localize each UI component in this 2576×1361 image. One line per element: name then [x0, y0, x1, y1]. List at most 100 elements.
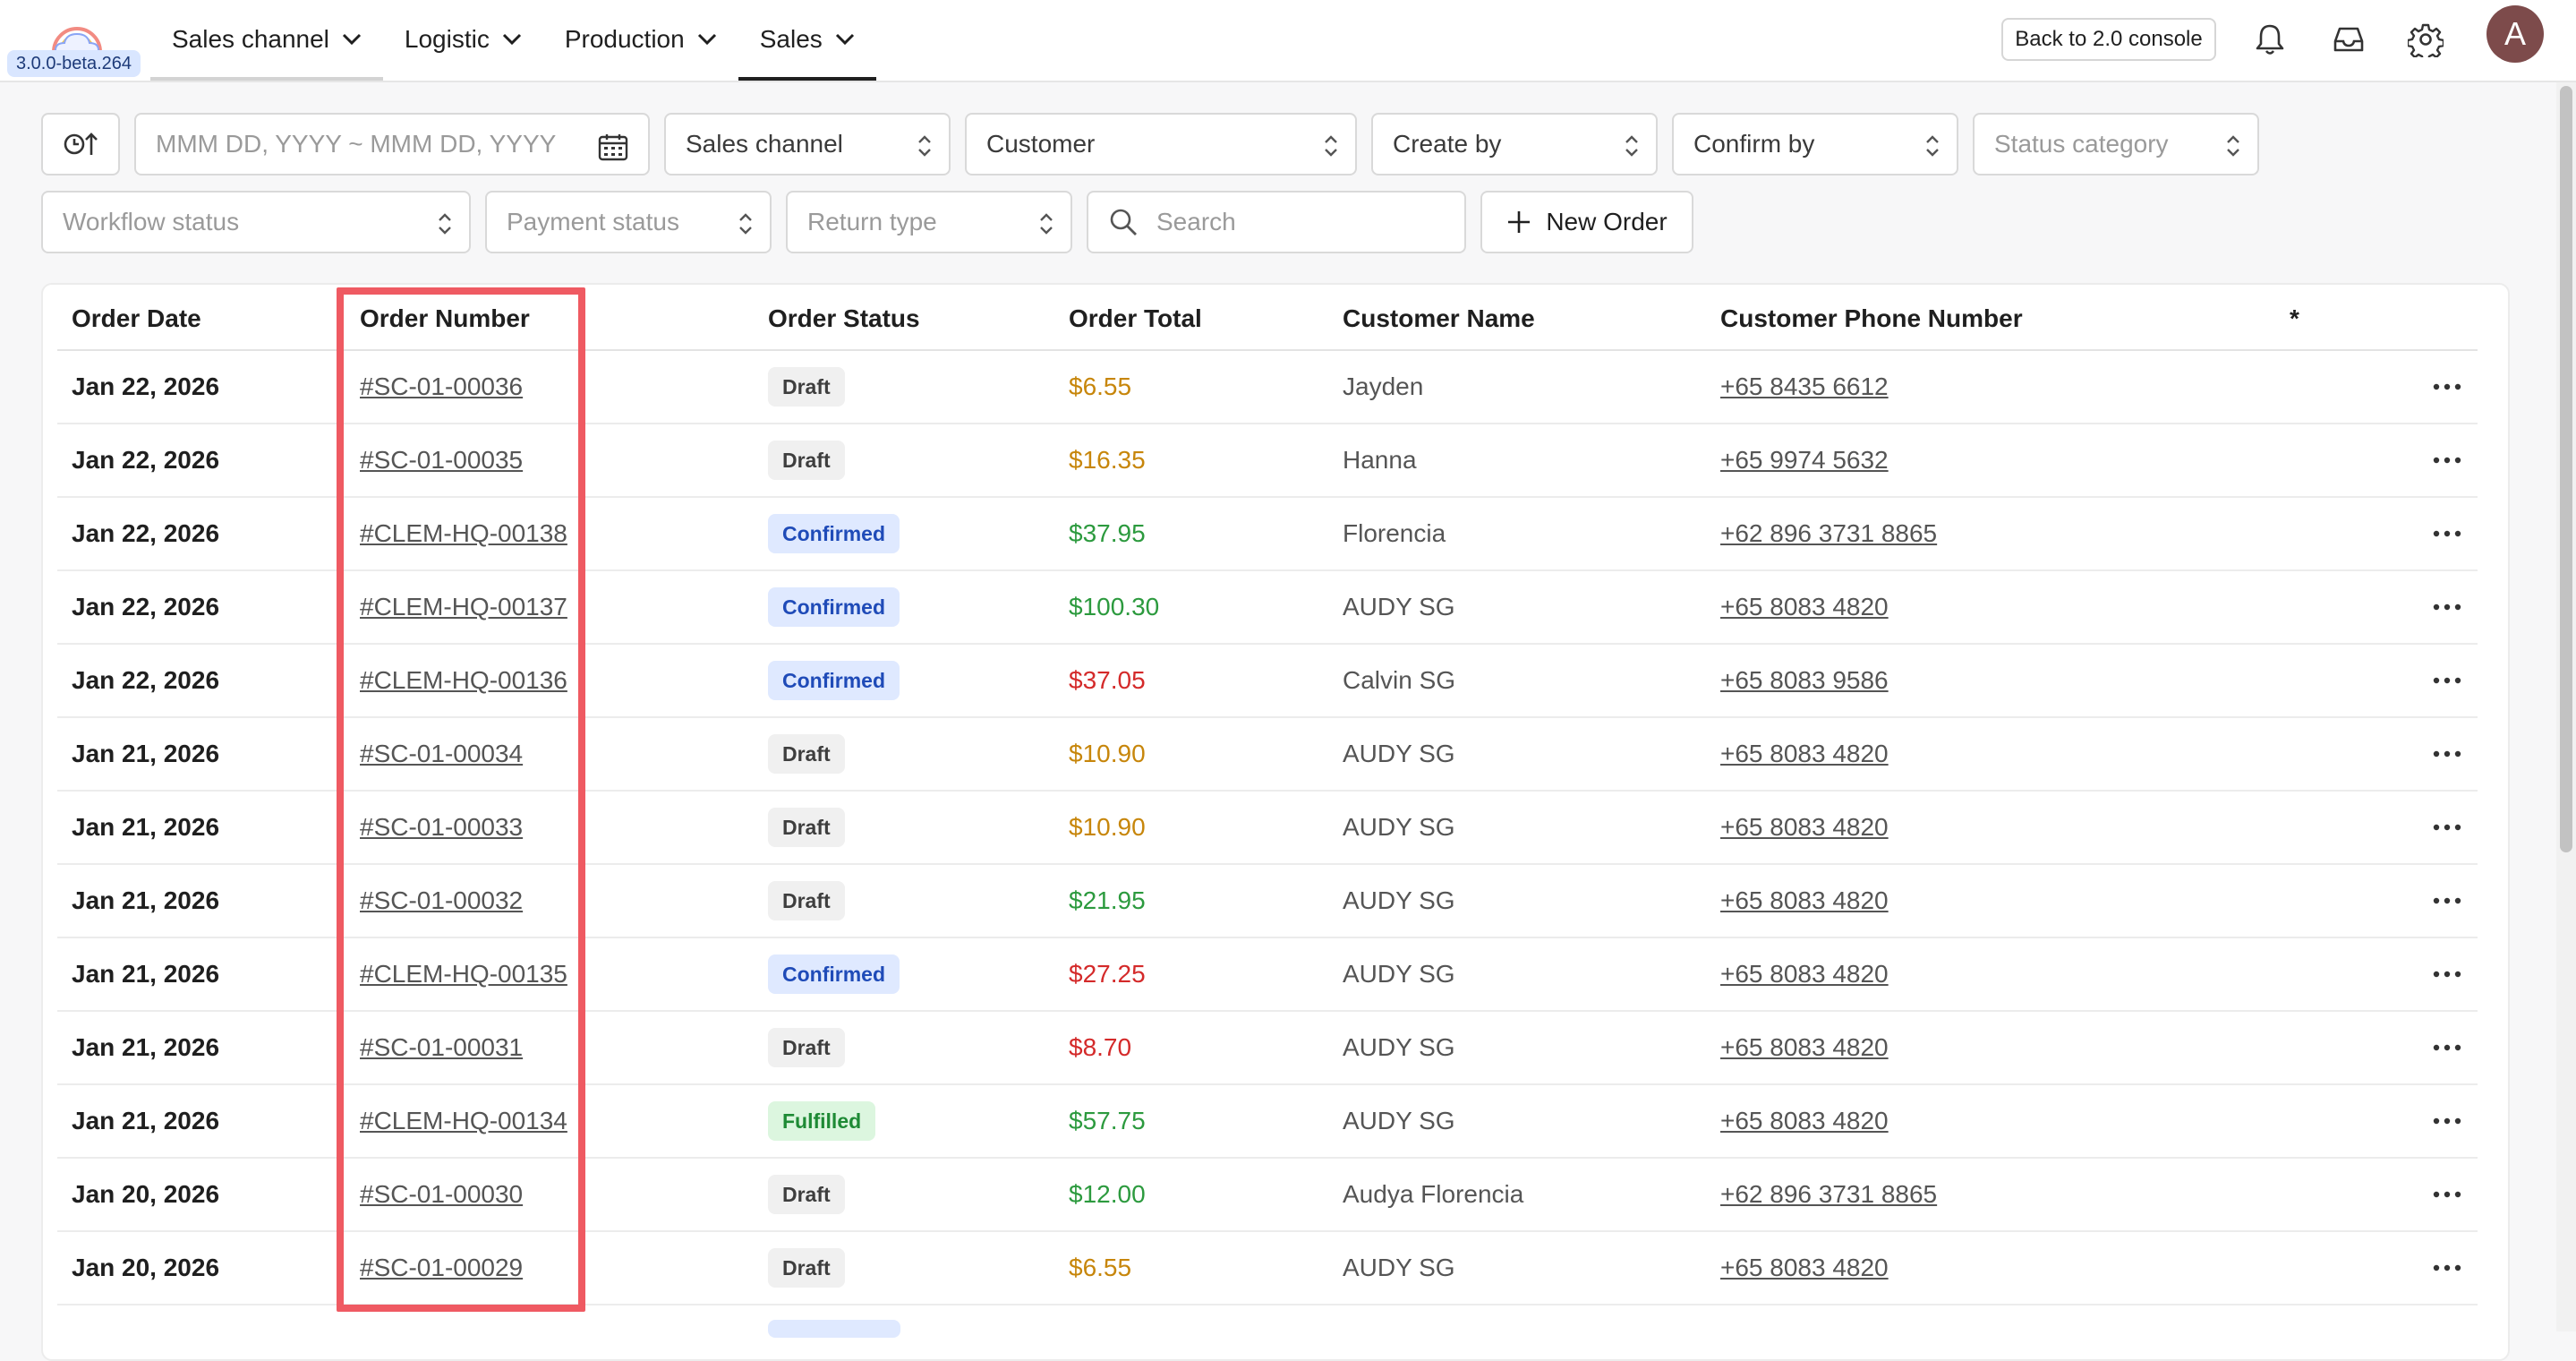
updown-chevron-icon [1926, 135, 1939, 157]
table-row[interactable]: Jan 21, 2026 #SC-01-00032 Draft $21.95 AUDY … [57, 865, 2478, 938]
sort-button[interactable] [41, 113, 120, 175]
status-category-select[interactable]: Status category [1973, 113, 2259, 175]
back-to-console-button[interactable]: Back to 2.0 console [2001, 18, 2216, 61]
avatar[interactable]: A [2486, 5, 2544, 63]
column-header-order-total[interactable]: Order Total [1069, 304, 1202, 332]
date-range-input[interactable]: MMM DD, YYYY ~ MMM DD, YYYY [134, 113, 650, 175]
gear-icon[interactable] [2408, 21, 2444, 57]
order-number-link[interactable]: #CLEM-HQ-00137 [360, 593, 567, 621]
date-range-placeholder: MMM DD, YYYY ~ MMM DD, YYYY [156, 130, 557, 158]
table-row[interactable]: Jan 21, 2026 #CLEM-HQ-00135 Confirmed $27.2… [57, 938, 2478, 1012]
customer-phone-link[interactable]: +65 8083 4820 [1720, 1107, 1889, 1134]
nav-logistic[interactable]: Logistic [383, 0, 543, 79]
row-actions-button[interactable] [2431, 938, 2463, 1010]
column-header-order-date[interactable]: Order Date [72, 304, 201, 332]
new-order-button[interactable]: New Order [1480, 191, 1693, 253]
order-number-link[interactable]: #SC-01-00034 [360, 740, 524, 767]
row-actions-button[interactable] [2431, 1012, 2463, 1083]
customer-phone-link[interactable]: +65 8083 4820 [1720, 1254, 1889, 1281]
return-type-select[interactable]: Return type [786, 191, 1072, 253]
order-number-link[interactable]: #SC-01-00033 [360, 813, 524, 841]
customer-phone-link[interactable]: +65 8083 4820 [1720, 593, 1889, 621]
row-actions-button[interactable] [2431, 351, 2463, 423]
customer-phone-link[interactable]: +65 8083 9586 [1720, 666, 1889, 694]
table-row[interactable]: Jan 21, 2026 #CLEM-HQ-00134 Fulfilled $57.7… [57, 1085, 2478, 1159]
workflow-status-select[interactable]: Workflow status [41, 191, 471, 253]
confirm-by-value: Confirm by [1693, 130, 1815, 158]
order-number-link[interactable]: #SC-01-00032 [360, 886, 524, 914]
order-number-link[interactable]: #CLEM-HQ-00135 [360, 960, 567, 988]
order-number-link[interactable]: #CLEM-HQ-00136 [360, 666, 567, 694]
row-actions-button[interactable] [2431, 571, 2463, 643]
order-date: Jan 20, 2026 [72, 1254, 220, 1281]
row-actions-button[interactable] [2431, 718, 2463, 790]
row-actions-button[interactable] [2431, 792, 2463, 863]
customer-phone-link[interactable]: +65 8083 4820 [1720, 886, 1889, 914]
customer-phone-link[interactable]: +62 896 3731 8865 [1720, 1180, 1938, 1208]
table-row[interactable]: Jan 22, 2026 #SC-01-00035 Draft $16.35 Hanna… [57, 424, 2478, 498]
status-badge: Confirmed [768, 587, 900, 627]
row-actions-button[interactable] [2431, 424, 2463, 496]
order-number-link[interactable]: #CLEM-HQ-00138 [360, 519, 567, 547]
nav-production[interactable]: Production [543, 0, 738, 79]
customer-phone-link[interactable]: +65 9974 5632 [1720, 446, 1889, 474]
sales-channel-value: Sales channel [686, 130, 843, 158]
scrollbar-thumb[interactable] [2560, 86, 2572, 852]
more-horizontal-icon [2433, 383, 2461, 390]
row-actions-button[interactable] [2431, 1085, 2463, 1157]
header-divider [57, 349, 2478, 351]
order-status-cell: Confirmed [768, 938, 900, 1010]
return-type-placeholder: Return type [807, 208, 937, 235]
customer-name: Jayden [1343, 372, 1424, 400]
order-date: Jan 21, 2026 [72, 1107, 220, 1134]
table-row[interactable]: Jan 20, 2026 #SC-01-00029 Draft $6.55 AUDY S… [57, 1232, 2478, 1305]
order-number-link[interactable]: #SC-01-00029 [360, 1254, 524, 1281]
customer-phone-link[interactable]: +65 8083 4820 [1720, 740, 1889, 767]
nav-sales[interactable]: Sales [738, 0, 876, 81]
table-row[interactable]: Jan 22, 2026 #CLEM-HQ-00137 Confirmed $100.… [57, 571, 2478, 645]
order-number-link[interactable]: #CLEM-HQ-00134 [360, 1107, 567, 1134]
inbox-icon[interactable] [2331, 21, 2367, 57]
more-horizontal-icon [2433, 677, 2461, 684]
customer-select[interactable]: Customer [965, 113, 1357, 175]
customer-phone-link[interactable]: +65 8083 4820 [1720, 813, 1889, 841]
order-number-link[interactable]: #SC-01-00030 [360, 1180, 524, 1208]
nav-sales-channel[interactable]: Sales channel [150, 0, 383, 81]
column-header-customer-phone[interactable]: Customer Phone Number [1720, 304, 2023, 332]
confirm-by-select[interactable]: Confirm by [1672, 113, 1958, 175]
row-actions-button[interactable] [2431, 498, 2463, 569]
order-total: $16.35 [1069, 446, 1146, 474]
row-actions-button[interactable] [2431, 1232, 2463, 1304]
table-row[interactable]: Jan 21, 2026 #SC-01-00033 Draft $10.90 AUDY … [57, 792, 2478, 865]
calendar-icon[interactable] [598, 133, 628, 161]
customer-phone-link[interactable]: +62 896 3731 8865 [1720, 519, 1938, 547]
more-horizontal-icon [2433, 897, 2461, 904]
order-number-link[interactable]: #SC-01-00031 [360, 1033, 524, 1061]
bell-icon[interactable] [2252, 21, 2288, 57]
order-status-cell: Confirmed [768, 571, 900, 643]
table-row[interactable]: Jan 22, 2026 #CLEM-HQ-00136 Confirmed $37.0… [57, 645, 2478, 718]
table-row[interactable]: Jan 22, 2026 #CLEM-HQ-00138 Confirmed $37.9… [57, 498, 2478, 571]
table-row[interactable]: Jan 21, 2026 #SC-01-00034 Draft $10.90 AUDY … [57, 718, 2478, 792]
row-actions-button[interactable] [2431, 645, 2463, 716]
status-badge: Draft [768, 367, 845, 407]
payment-status-select[interactable]: Payment status [485, 191, 772, 253]
order-number-link[interactable]: #SC-01-00036 [360, 372, 524, 400]
customer-phone-link[interactable]: +65 8083 4820 [1720, 1033, 1889, 1061]
row-actions-button[interactable] [2431, 1159, 2463, 1230]
table-row[interactable]: Jan 21, 2026 #SC-01-00031 Draft $8.70 AUDY S… [57, 1012, 2478, 1085]
more-horizontal-icon [2433, 1191, 2461, 1198]
column-header-customer-name[interactable]: Customer Name [1343, 304, 1535, 332]
chevron-down-icon [502, 33, 521, 46]
order-number-link[interactable]: #SC-01-00035 [360, 446, 524, 474]
sales-channel-select[interactable]: Sales channel [664, 113, 951, 175]
table-row[interactable]: Jan 22, 2026 #SC-01-00036 Draft $6.55 Jayden… [57, 351, 2478, 424]
row-actions-button[interactable] [2431, 865, 2463, 937]
column-header-order-number[interactable]: Order Number [360, 304, 530, 332]
table-row[interactable]: Jan 20, 2026 #SC-01-00030 Draft $12.00 Audya… [57, 1159, 2478, 1232]
customer-phone-link[interactable]: +65 8083 4820 [1720, 960, 1889, 988]
search-input[interactable]: Search [1087, 191, 1466, 253]
customer-phone-link[interactable]: +65 8435 6612 [1720, 372, 1889, 400]
column-header-order-status[interactable]: Order Status [768, 304, 920, 332]
create-by-select[interactable]: Create by [1371, 113, 1658, 175]
